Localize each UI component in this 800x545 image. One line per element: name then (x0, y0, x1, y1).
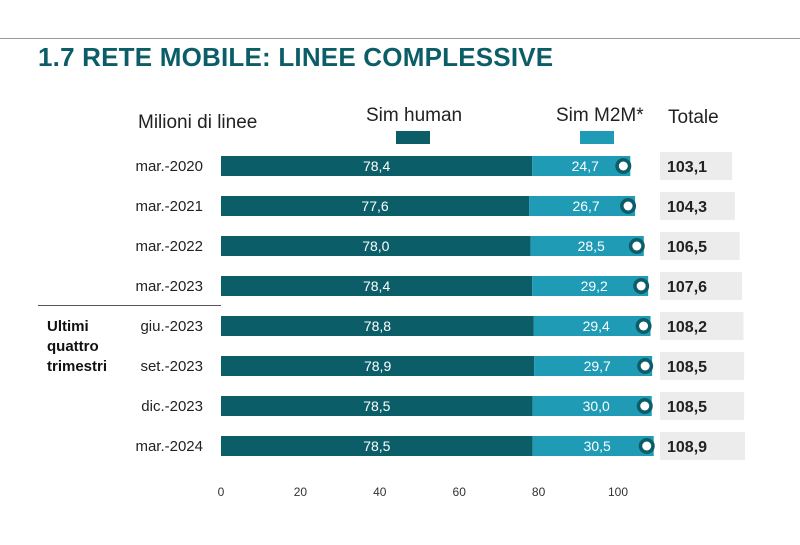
top-rule (0, 38, 800, 39)
total-value: 106,5 (667, 239, 707, 256)
bar-sim-m2m (533, 316, 651, 336)
category-label: mar.-2021 (135, 198, 203, 215)
bar-sim-human (221, 316, 534, 336)
x-tick-label: 100 (608, 485, 628, 499)
bar-label-sim-m2m: 29,4 (583, 318, 610, 334)
x-tick-label: 0 (218, 485, 225, 499)
category-label: mar.-2022 (135, 238, 203, 255)
bar-end-marker-inner (642, 441, 652, 451)
bar-label-sim-m2m: 30,5 (584, 438, 611, 454)
bar-sim-m2m (530, 236, 644, 256)
bar-sim-human (221, 396, 533, 416)
bar-label-sim-human: 77,6 (361, 198, 388, 214)
bar-sim-m2m (532, 436, 654, 456)
bar-label-sim-m2m: 24,7 (572, 158, 599, 174)
bar-label-sim-m2m: 28,5 (578, 238, 605, 254)
bar-sim-m2m (532, 276, 649, 296)
bar-sim-m2m (534, 356, 653, 376)
page-title: 1.7 RETE MOBILE: LINEE COMPLESSIVE (38, 42, 554, 72)
bar-label-sim-m2m: 30,0 (583, 398, 610, 414)
bar-label-sim-human: 78,0 (362, 238, 389, 254)
unit-label: Milioni di linee (138, 112, 258, 133)
bar-label-sim-m2m: 26,7 (572, 198, 599, 214)
total-box (660, 272, 743, 300)
bar-sim-human (221, 196, 530, 216)
total-value: 107,6 (667, 279, 707, 296)
bar-label-sim-human: 78,5 (363, 398, 390, 414)
bar-sim-human (221, 276, 533, 296)
category-label: set.-2023 (140, 358, 203, 375)
bar-label-sim-human: 78,4 (363, 278, 390, 294)
x-tick-label: 40 (373, 485, 387, 499)
category-label: dic.-2023 (141, 398, 203, 415)
bar-label-sim-m2m: 29,2 (581, 278, 608, 294)
bar-end-marker-inner (640, 361, 650, 371)
x-tick-label: 60 (453, 485, 467, 499)
bar-sim-human (221, 356, 535, 376)
legend-swatch-sim-m2m (580, 131, 614, 144)
category-label: mar.-2020 (135, 158, 203, 175)
legend-label-sim-human: Sim human (366, 105, 463, 126)
total-value: 108,9 (667, 439, 707, 456)
total-box (660, 392, 745, 420)
total-box (660, 232, 740, 260)
legend-label-sim-m2m: Sim M2M* (556, 105, 644, 126)
bar-label-sim-human: 78,5 (363, 438, 390, 454)
group-divider (38, 305, 221, 306)
group-label: Ultimi quattro trimestri (47, 318, 108, 375)
bar-sim-human (221, 236, 531, 256)
total-value: 104,3 (667, 199, 707, 216)
total-value: 108,5 (667, 399, 707, 416)
legend-swatch-sim-human (396, 131, 430, 144)
bar-sim-m2m (532, 156, 631, 176)
category-label: giu.-2023 (140, 318, 203, 335)
total-box (660, 192, 735, 220)
bar-end-marker-inner (640, 401, 650, 411)
category-label: mar.-2024 (135, 438, 203, 455)
bar-label-sim-human: 78,4 (363, 158, 390, 174)
total-box (660, 352, 745, 380)
total-value: 108,2 (667, 319, 707, 336)
bar-label-sim-m2m: 29,7 (584, 358, 611, 374)
total-value: 108,5 (667, 359, 707, 376)
bar-end-marker-inner (636, 281, 646, 291)
bar-end-marker-inner (639, 321, 649, 331)
x-tick-label: 20 (294, 485, 308, 499)
bar-end-marker-inner (618, 161, 628, 171)
x-tick-label: 80 (532, 485, 546, 499)
bar-sim-m2m (532, 396, 652, 416)
bar-sim-human (221, 436, 533, 456)
bar-sim-human (221, 156, 533, 176)
bar-end-marker-inner (623, 201, 633, 211)
total-box (660, 432, 745, 460)
total-value: 103,1 (667, 159, 707, 176)
bar-sim-m2m (529, 196, 636, 216)
bar-label-sim-human: 78,8 (364, 318, 391, 334)
total-box (660, 312, 744, 340)
total-box (660, 152, 733, 180)
category-label: mar.-2023 (135, 278, 203, 295)
bar-label-sim-human: 78,9 (364, 358, 391, 374)
total-header: Totale (668, 107, 719, 128)
bar-end-marker-inner (632, 241, 642, 251)
